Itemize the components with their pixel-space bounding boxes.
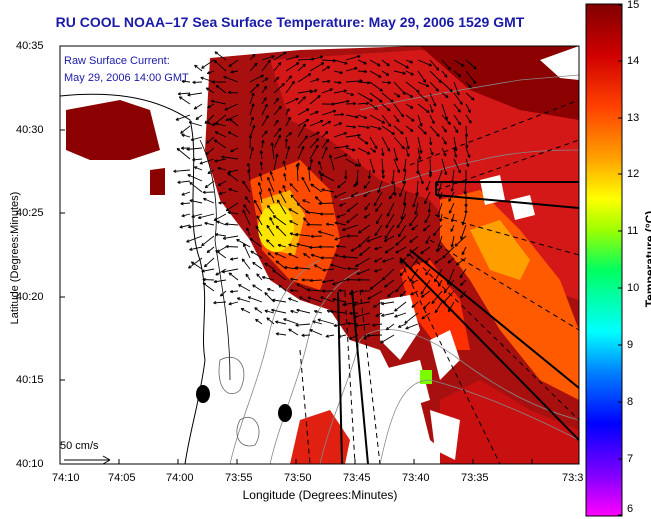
y-tick-label: 40:35 xyxy=(16,40,44,52)
colorbar-tick-label: 13 xyxy=(627,112,640,124)
x-tick-label: 73:3 xyxy=(562,472,584,484)
colorbar-label: Temperature (°C) xyxy=(643,210,651,308)
y-tick-label: 40:20 xyxy=(16,291,44,303)
axis-ticks xyxy=(59,45,533,465)
colorbar-tick-label: 11 xyxy=(627,225,639,237)
colorbar-ticks xyxy=(618,4,622,516)
colorbar-tick-label: 9 xyxy=(627,339,634,351)
y-tick-label: 40:10 xyxy=(16,458,44,470)
x-tick-label: 74:10 xyxy=(52,472,80,484)
station-marker xyxy=(196,385,210,403)
scale-arrow xyxy=(64,455,111,465)
colorbar-tick-label: 12 xyxy=(627,168,640,180)
y-tick-label: 40:30 xyxy=(16,124,44,136)
y-axis-label: Latitude (Degrees:Minutes) xyxy=(9,191,21,325)
colorbar-tick-label: 14 xyxy=(627,55,640,67)
colorbar-tick-label: 15 xyxy=(627,0,640,11)
colorbar-tick-label: 8 xyxy=(627,396,634,408)
x-tick-label: 73:50 xyxy=(284,472,312,484)
y-tick-label: 40:25 xyxy=(16,207,44,219)
x-tick-label: 74:00 xyxy=(166,472,194,484)
x-tick-label: 74:05 xyxy=(108,472,136,484)
overlay-line-1: Raw Surface Current: xyxy=(64,55,170,67)
colorbar-tick-label: 7 xyxy=(627,453,634,465)
map-title: RU COOL NOAA–17 Sea Surface Temperature:… xyxy=(55,14,525,30)
x-tick-label: 73:35 xyxy=(461,472,489,484)
colorbar-tick-label: 6 xyxy=(627,503,634,515)
x-tick-label: 73:55 xyxy=(225,472,253,484)
current-vectors xyxy=(173,51,477,344)
x-tick-label: 73:45 xyxy=(343,472,371,484)
y-tick-label: 40:15 xyxy=(16,374,44,386)
x-axis-label: Longitude (Degrees:Minutes) xyxy=(242,488,398,502)
x-tick-label: 73:40 xyxy=(402,472,430,484)
sst-field xyxy=(60,46,579,464)
plot-frame xyxy=(59,45,580,465)
overlay-line-2: May 29, 2006 14:00 GMT xyxy=(64,72,189,84)
scale-label: 50 cm/s xyxy=(60,440,99,452)
colorbar-tick-label: 10 xyxy=(627,282,640,294)
colorbar xyxy=(585,3,623,517)
station-marker xyxy=(278,404,292,422)
